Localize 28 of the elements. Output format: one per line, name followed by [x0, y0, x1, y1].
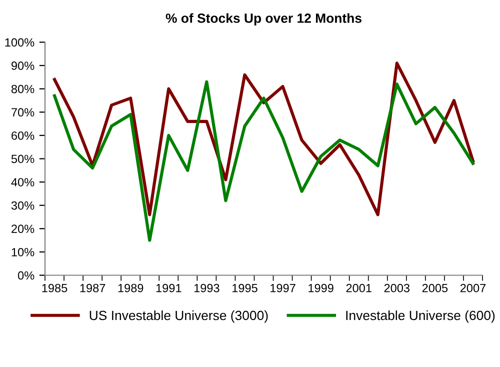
- x-tick-label: 1991: [156, 284, 182, 292]
- y-tick-label: 90%: [12, 62, 34, 70]
- chart-title: % of Stocks Up over 12 Months: [166, 13, 362, 26]
- x-tick-label: 1993: [194, 284, 220, 292]
- line-series: [52, 80, 475, 242]
- y-tick-label: 100%: [5, 38, 34, 47]
- y-tick-label: 30%: [11, 201, 34, 210]
- y-tick-label: 20%: [12, 224, 34, 234]
- y-tick-label: 10%: [12, 248, 34, 256]
- x-tick-label: 1999: [308, 284, 334, 292]
- y-tick-label: 70%: [12, 108, 34, 117]
- x-tick-label: 1985: [42, 284, 68, 292]
- x-tick-label: 2003: [384, 284, 410, 292]
- y-tick-label: 0%: [18, 271, 34, 280]
- legend-label: Investable Universe (600): [346, 310, 495, 323]
- x-tick-label: 2001: [346, 284, 372, 292]
- line-series: [52, 62, 475, 216]
- x-tick-label: 1995: [232, 284, 258, 292]
- x-tick-label: 1997: [270, 284, 296, 292]
- y-tick-label: 50%: [11, 154, 34, 164]
- x-tick-label: 2007: [460, 284, 486, 292]
- legend-label: US Investable Universe (3000): [90, 310, 268, 323]
- y-tick-label: 80%: [11, 84, 34, 94]
- x-tick-label: 1989: [118, 284, 144, 292]
- y-tick-label: 60%: [12, 131, 34, 140]
- x-tick-label: 2005: [422, 284, 448, 292]
- y-tick-label: 40%: [11, 178, 34, 186]
- x-tick-label: 1987: [80, 284, 106, 292]
